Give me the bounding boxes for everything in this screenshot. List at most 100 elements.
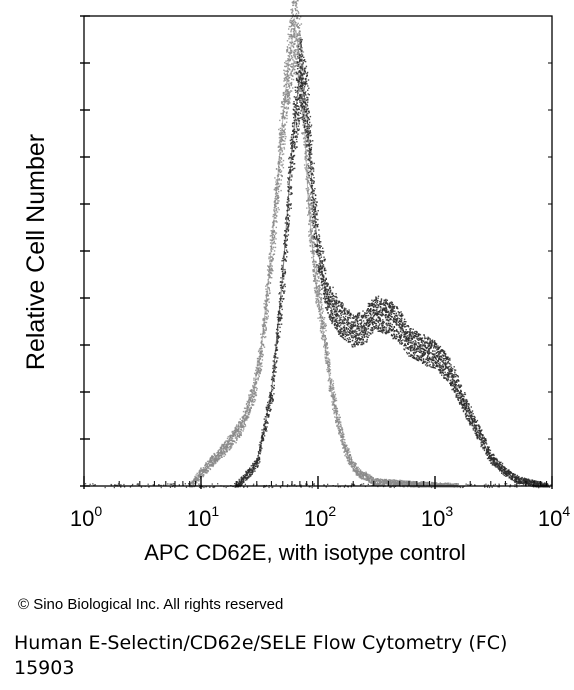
data-point [294,36,296,39]
data-point [306,207,308,209]
data-point [230,437,232,439]
data-point [277,335,280,337]
data-point [232,432,234,435]
data-point [238,422,240,424]
data-point [241,416,244,418]
data-point [287,89,289,91]
data-point [300,37,302,39]
data-point [223,450,226,452]
data-point [311,203,313,205]
data-point [448,484,451,486]
data-point [259,371,261,373]
data-point [307,141,309,143]
data-point [370,480,373,482]
data-point [251,403,253,406]
data-point [285,216,288,218]
data-point [349,461,351,463]
series-line-segment [203,467,206,469]
data-point [293,55,295,57]
data-point [279,168,281,171]
baseline-dot [123,486,126,488]
data-point [328,363,330,366]
data-point [378,483,380,485]
data-point [352,468,354,470]
baseline-dot [325,486,327,488]
data-point [321,312,323,314]
data-point [198,478,200,481]
data-point [279,331,281,333]
data-point [346,447,349,449]
data-point [235,426,237,429]
data-point [281,149,283,151]
data-point [302,120,304,123]
data-point [274,231,276,233]
data-point [282,278,285,280]
data-point [190,482,192,484]
data-point [253,382,255,384]
data-point [332,386,334,388]
data-point [223,444,226,446]
data-point [283,77,285,80]
data-point [266,408,268,410]
data-point [253,468,255,470]
data-point [329,366,331,368]
baseline-dot [461,486,464,489]
data-point [276,338,279,340]
data-point [284,70,286,72]
data-point [257,465,259,467]
series-line-segment [244,413,246,416]
data-point [296,6,298,9]
data-point [292,13,294,16]
data-point [343,433,345,435]
data-point [289,41,291,43]
data-point [282,91,285,94]
data-point [276,198,278,201]
data-point [284,271,287,274]
series-line-segment [259,349,262,355]
data-point [284,253,287,255]
data-point [328,358,330,360]
baseline-dot [212,486,214,488]
data-point [250,471,253,473]
data-point [365,471,367,473]
data-point [236,433,238,436]
data-point [397,483,399,485]
data-point [205,463,207,466]
data-point [320,325,322,327]
data-point [331,389,333,391]
data-point [310,240,312,243]
data-point [366,473,368,476]
data-point [257,369,260,371]
data-point [282,133,284,135]
series-line-segment [317,300,320,306]
data-point [240,434,242,437]
data-point [449,482,451,485]
data-point [273,378,275,380]
data-point [284,83,287,86]
data-point [316,294,318,296]
data-point [284,124,287,126]
data-point [294,26,296,28]
data-point [283,126,285,128]
data-point [305,90,307,93]
data-point [313,287,316,289]
data-point [331,387,334,390]
data-point [282,167,285,169]
series-line-segment [272,362,275,374]
data-point [329,363,331,365]
data-point [221,456,223,458]
data-point [206,467,208,470]
data-point [263,418,265,420]
data-point [399,484,402,486]
data-point [285,62,287,65]
data-point [244,410,247,412]
data-point [289,25,292,28]
data-point [332,382,335,385]
data-point [293,32,295,34]
data-point [270,230,272,232]
data-point [374,484,377,486]
data-point [244,419,247,421]
data-point [351,459,353,461]
data-point [274,201,276,203]
baseline-dot [114,484,117,486]
